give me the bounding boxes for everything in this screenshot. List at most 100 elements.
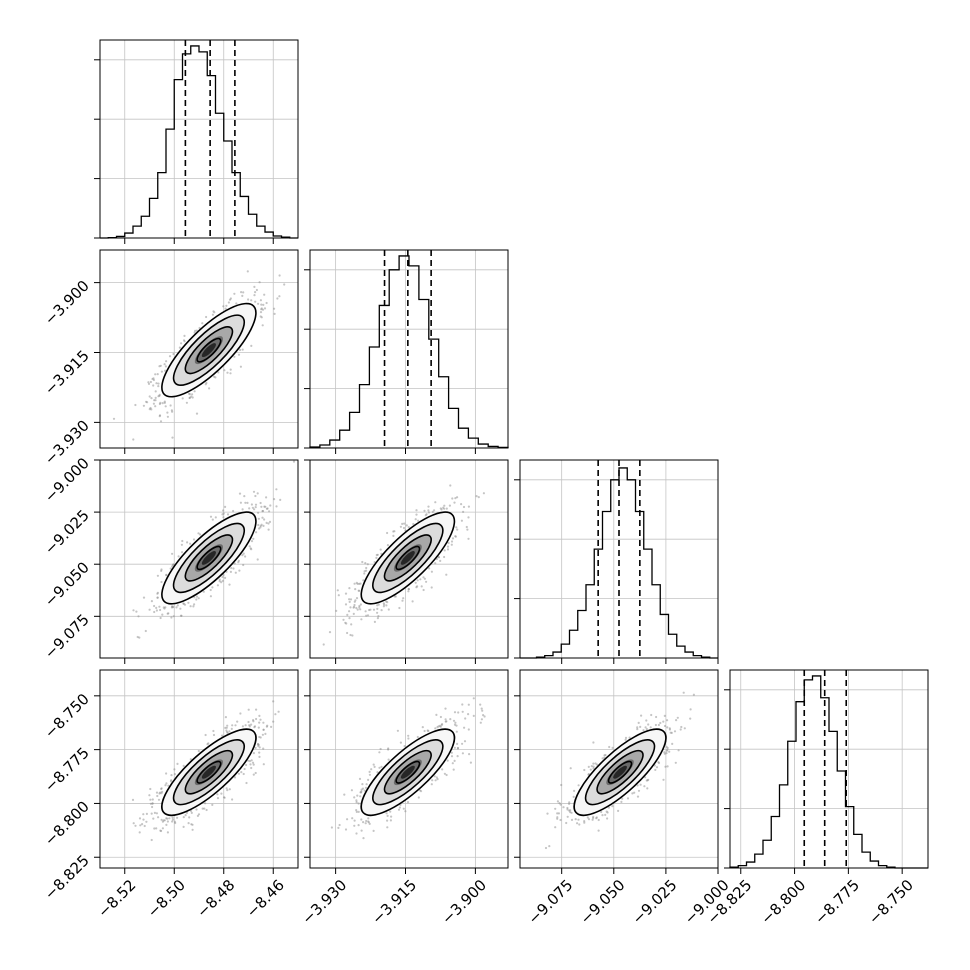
scatter-point [187,822,190,825]
scatter-point [361,560,364,564]
scatter-point [480,718,483,721]
scatter-point [367,817,370,820]
scatter-point [235,302,238,305]
scatter-point [158,792,161,795]
scatter-point [193,390,196,393]
contour-line [372,739,444,806]
scatter-point [261,510,264,513]
scatter-point [261,324,264,327]
scatter-point [188,816,191,819]
scatter-point [349,598,353,601]
contour-line [360,511,456,605]
scatter-point [160,370,163,373]
scatter-point [546,812,549,815]
scatter-point [462,505,466,509]
scatter-point [385,604,388,607]
panel-frame [309,669,509,869]
scatter-point [257,302,260,305]
scatter-point [220,581,223,584]
scatter-point [407,588,410,591]
scatter-point [224,716,227,719]
scatter-point [467,516,470,519]
scatter-point [348,600,351,603]
scatter-point [367,820,370,823]
scatter-point [692,693,695,696]
scatter-point [640,714,643,717]
scatter-point [209,588,212,592]
scatter-point [254,494,257,498]
scatter-point [153,610,156,614]
scatter-point [254,746,257,749]
scatter-point [245,781,248,785]
scatter-point [168,817,171,820]
scatter-point [228,788,231,791]
scatter-point [260,303,263,306]
scatter-point [292,460,296,463]
scatter-point [666,719,669,722]
scatter-point [359,795,362,798]
scatter-point [252,752,255,755]
scatter-panel-1-4 [94,669,299,874]
scatter-point [439,559,442,562]
scatter-point [152,377,155,380]
scatter-point [172,563,175,567]
scatter-point [481,709,484,712]
scatter-point [356,794,359,797]
scatter-point [263,293,266,296]
contour-line [372,522,444,594]
scatter-point [355,801,358,804]
contour-line [395,760,421,784]
scatter-point [375,556,378,559]
contour-line [584,739,656,806]
scatter-point [209,515,213,518]
scatter-point [248,545,251,548]
scatter-point [248,507,251,510]
scatter-point [415,513,418,516]
contour-line [161,511,257,605]
scatter-point [446,548,450,551]
x-tick-label: −3.930 [298,876,350,928]
scatter-point [225,787,228,790]
scatter-point [355,810,358,813]
scatter-point [368,773,371,776]
scatter-point [445,507,448,510]
scatter-point [348,587,351,590]
scatter-point [387,747,390,750]
scatter-point [252,490,256,493]
scatter-point [137,615,140,618]
scatter-point [451,497,454,500]
y-tick-label: −8.825 [41,851,93,903]
scatter-panel-1-3 [94,459,299,664]
scatter-point [157,395,160,398]
scatter-point [328,631,332,634]
scatter-point [365,566,368,570]
scatter-point [637,789,641,792]
panel-content [100,460,298,658]
scatter-point [226,513,230,516]
scatter-point [241,294,244,297]
scatter-point [206,743,209,746]
scatter-point [438,724,441,727]
scatter-point [176,762,179,765]
scatter-point [592,767,595,770]
scatter-point [562,806,565,809]
scatter-point [164,784,167,787]
contour-line [161,728,257,817]
scatter-point [636,784,639,787]
scatter-panel-2-3 [304,459,509,664]
scatter-point [554,807,557,810]
scatter-point [145,400,148,403]
scatter-point [204,802,207,805]
scatter-point [362,837,365,840]
scatter-point [253,285,256,288]
scatter-point [154,390,157,393]
scatter-point [136,635,139,639]
scatter-point [150,408,153,411]
scatter-point [227,301,230,304]
scatter-point [195,808,198,811]
scatter-point [677,749,680,752]
scatter-point [354,588,357,591]
scatter-point [274,713,277,716]
scatter-point [250,723,253,726]
scatter-point [181,397,184,400]
